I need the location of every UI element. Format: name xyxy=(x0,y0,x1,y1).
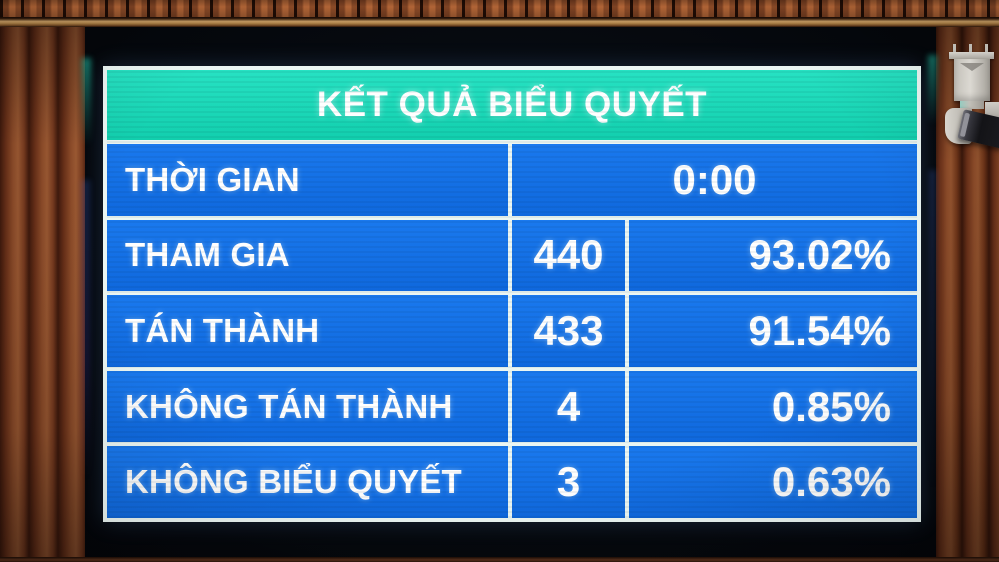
vote-results-board: KẾT QUẢ BIỂU QUYẾT THỜI GIAN 0:00 THAM G… xyxy=(103,66,921,522)
row-percent: 91.54% xyxy=(625,295,917,367)
row-tham-gia: THAM GIA 440 93.02% xyxy=(107,215,917,292)
camera-mount-pin xyxy=(969,44,972,53)
row-percent: 0.85% xyxy=(625,370,917,443)
camera-mount-pin xyxy=(953,44,956,53)
camera-neck xyxy=(960,101,984,109)
row-count: 433 xyxy=(508,295,625,367)
row-percent: 93.02% xyxy=(625,219,917,292)
wood-slat-panel-left xyxy=(0,27,88,562)
row-khong-bieu-quyet: KHÔNG BIỂU QUYẾT 3 0.63% xyxy=(107,442,917,518)
row-label: THAM GIA xyxy=(107,219,508,292)
board-title: KẾT QUẢ BIỂU QUYẾT xyxy=(107,70,917,140)
security-camera xyxy=(945,44,999,154)
camera-mount-pin xyxy=(985,44,988,53)
row-khong-tan-thanh: KHÔNG TÁN THÀNH 4 0.85% xyxy=(107,366,917,443)
row-time-value: 0:00 xyxy=(508,144,917,216)
camera-mount-plate xyxy=(949,52,994,59)
wood-rail xyxy=(0,17,999,27)
row-tan-thanh: TÁN THÀNH 433 91.54% xyxy=(107,291,917,367)
wood-strip-bottom xyxy=(0,557,999,562)
row-label: KHÔNG BIỂU QUYẾT xyxy=(107,446,508,518)
wood-slat-panel-top xyxy=(0,0,999,17)
row-label: TÁN THÀNH xyxy=(107,295,508,367)
row-percent: 0.63% xyxy=(625,446,917,518)
row-count: 4 xyxy=(508,370,625,443)
row-label: KHÔNG TÁN THÀNH xyxy=(107,370,508,443)
row-thoi-gian: THỜI GIAN 0:00 xyxy=(107,140,917,216)
row-count: 440 xyxy=(508,219,625,292)
camera-vent xyxy=(960,63,984,71)
row-label: THỜI GIAN xyxy=(107,144,508,216)
row-count: 3 xyxy=(508,446,625,518)
led-display-screen: KẾT QUẢ BIỂU QUYẾT THỜI GIAN 0:00 THAM G… xyxy=(85,27,936,557)
